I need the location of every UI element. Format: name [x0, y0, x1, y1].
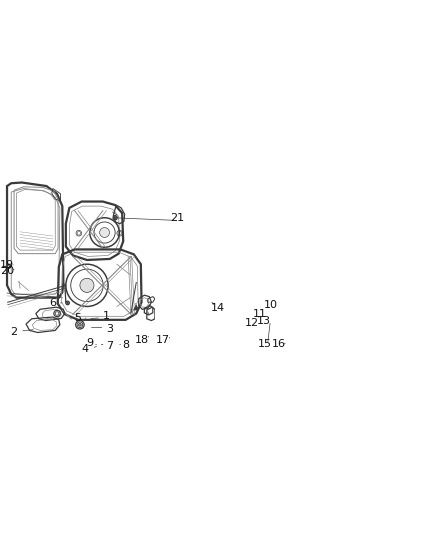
Text: 20: 20	[0, 266, 14, 276]
Circle shape	[78, 324, 81, 326]
Circle shape	[99, 228, 110, 237]
Circle shape	[67, 302, 68, 304]
Text: 9: 9	[86, 338, 93, 348]
Text: 21: 21	[170, 213, 184, 223]
Text: 5: 5	[74, 313, 81, 323]
Text: 14: 14	[211, 303, 226, 313]
Text: 17: 17	[155, 335, 170, 345]
Circle shape	[80, 278, 94, 293]
Text: 12: 12	[245, 318, 259, 328]
Text: 2: 2	[10, 327, 17, 337]
Text: 6: 6	[49, 298, 57, 308]
Text: 8: 8	[122, 340, 129, 350]
Text: 15: 15	[258, 340, 272, 350]
Text: 18: 18	[135, 335, 149, 344]
Text: 13: 13	[257, 316, 271, 326]
Text: 11: 11	[253, 309, 267, 319]
Text: 16: 16	[272, 340, 286, 350]
Text: 1: 1	[103, 311, 110, 321]
Text: 3: 3	[106, 324, 113, 334]
Text: 19: 19	[0, 260, 14, 270]
Text: 7: 7	[106, 341, 113, 351]
Circle shape	[114, 216, 117, 219]
Polygon shape	[134, 305, 139, 310]
Text: 10: 10	[264, 300, 278, 310]
Text: 4: 4	[81, 344, 89, 354]
